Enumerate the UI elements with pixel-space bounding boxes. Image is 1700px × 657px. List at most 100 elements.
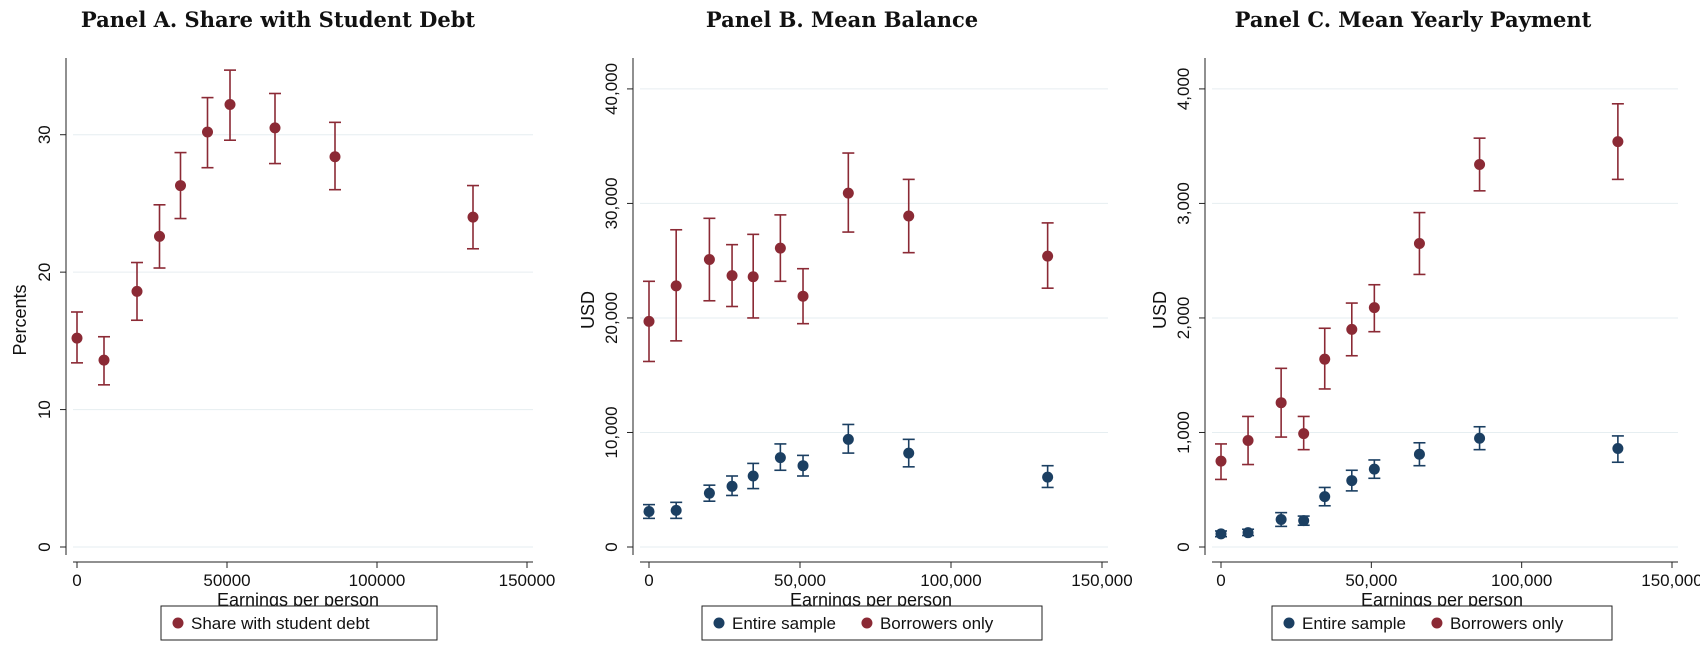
data-point [726, 270, 738, 282]
panel-b-legend: Entire sample Borrowers only [701, 605, 1043, 641]
panel-c-x-tick-label: 150,000 [1641, 571, 1700, 590]
data-point [670, 280, 682, 292]
panel-c-x-axis-label: Earnings per person [1361, 590, 1523, 610]
data-point [1042, 471, 1054, 483]
panel-b-plot-area: 0 10,000 20,000 30,000 40,000 0 50,000 100,000 1… [602, 58, 1133, 590]
legend-label: Borrowers only [1450, 614, 1564, 633]
panel-c-y-tick-label: 2,000 [1174, 297, 1193, 340]
panel-a-plot-area: 0 10 20 30 0 50000 100000 150000 [35, 58, 555, 590]
panel-b-series-0 [643, 423, 1054, 520]
data-point [1346, 323, 1358, 335]
panel-b-y-tick-label: 40,000 [602, 63, 621, 115]
legend-marker [713, 617, 725, 629]
data-point [774, 452, 786, 464]
panel-b-x-tick-label: 50,000 [774, 571, 826, 590]
panel-b-x-tick-label: 150,000 [1071, 571, 1132, 590]
data-point [71, 332, 83, 344]
panel-a-y-tick-label: 30 [35, 125, 54, 144]
panel-b-series-1 [643, 152, 1054, 363]
panel-c-series-1 [1215, 102, 1624, 481]
legend-label: Entire sample [1302, 614, 1406, 633]
data-point [1319, 491, 1331, 503]
panel-a-y-axis-label: Percents [10, 284, 30, 355]
data-point [1368, 463, 1380, 475]
legend-marker [172, 617, 184, 629]
panel-c: Panel C. Mean Yearly Payment Earnings pe… [1150, 7, 1700, 641]
panel-c-y-tick-label: 0 [1174, 542, 1193, 551]
data-point [643, 315, 655, 327]
data-point [1612, 136, 1624, 148]
legend-label: Borrowers only [880, 614, 994, 633]
panel-b-y-tick-label: 0 [602, 542, 621, 551]
panel-b-y-tick-label: 20,000 [602, 292, 621, 344]
panel-c-legend: Entire sample Borrowers only [1271, 605, 1613, 641]
panel-c-title: Panel C. Mean Yearly Payment [1235, 7, 1592, 32]
panel-c-y-tick-label: 3,000 [1174, 182, 1193, 225]
panel-a-x-tick-label: 0 [72, 571, 81, 590]
data-point [797, 290, 809, 302]
data-point [202, 126, 213, 138]
legend-label: Share with student debt [191, 614, 370, 633]
data-point [1298, 428, 1310, 440]
panel-a-x-tick-label: 50000 [203, 571, 250, 590]
data-point [467, 211, 479, 223]
panel-c-y-tick-label: 1,000 [1174, 411, 1193, 454]
legend-label: Entire sample [732, 614, 836, 633]
data-point [903, 210, 915, 222]
panel-b-x-tick-label: 0 [644, 571, 653, 590]
data-point [842, 187, 854, 199]
legend-marker [1431, 617, 1443, 629]
data-point [1413, 448, 1425, 460]
panel-a-x-tick-label: 100000 [349, 571, 406, 590]
panel-b: Panel B. Mean Balance Earnings per perso… [578, 7, 1133, 641]
data-point [1275, 397, 1287, 409]
data-point [175, 180, 186, 192]
panel-b-y-tick-label: 10,000 [602, 406, 621, 458]
data-point [1242, 527, 1254, 539]
data-point [329, 151, 341, 163]
panel-a: Panel A. Share with Student Debt Earning… [10, 7, 555, 641]
panel-c-plot-area: 0 1,000 2,000 3,000 4,000 0 50,000 100,000 150,0… [1174, 58, 1700, 590]
data-point [1298, 515, 1310, 527]
data-point [703, 254, 715, 266]
data-point [1612, 443, 1624, 455]
data-point [224, 98, 236, 110]
data-point [726, 480, 738, 492]
data-point [154, 230, 165, 242]
panel-c-x-tick-label: 50,000 [1345, 571, 1397, 590]
data-point [797, 460, 809, 472]
panel-a-x-tick-label: 150000 [499, 571, 556, 590]
data-point [747, 271, 759, 283]
panel-c-series-0 [1215, 425, 1624, 540]
panel-a-title: Panel A. Share with Student Debt [81, 7, 475, 32]
data-point [1042, 250, 1054, 262]
data-point [98, 354, 110, 366]
panel-b-x-axis-label: Earnings per person [790, 590, 952, 610]
legend-marker [861, 617, 873, 629]
data-point [1346, 475, 1358, 487]
data-point [269, 122, 281, 134]
data-point [131, 285, 143, 297]
data-point [1474, 158, 1486, 170]
data-point [1368, 302, 1380, 314]
data-point [1474, 432, 1486, 444]
data-point [747, 470, 759, 482]
panel-b-x-tick-label: 100,000 [920, 571, 981, 590]
panel-c-x-tick-label: 0 [1216, 571, 1225, 590]
panel-a-legend: Share with student debt [160, 605, 438, 641]
panel-a-x-axis-label: Earnings per person [217, 590, 379, 610]
data-point [1242, 434, 1254, 446]
panel-c-y-axis-label: USD [1150, 291, 1170, 329]
panel-a-y-tick-label: 10 [35, 400, 54, 419]
data-point [1413, 238, 1425, 250]
panel-b-y-tick-label: 30,000 [602, 177, 621, 229]
data-point [703, 487, 715, 499]
data-point [643, 505, 655, 517]
data-point [1215, 528, 1227, 540]
panel-b-y-axis-label: USD [578, 291, 598, 329]
panel-a-y-tick-label: 0 [35, 542, 54, 551]
panel-a-legend-box [160, 605, 438, 641]
data-point [842, 433, 854, 445]
panel-a-y-tick-label: 20 [35, 263, 54, 282]
